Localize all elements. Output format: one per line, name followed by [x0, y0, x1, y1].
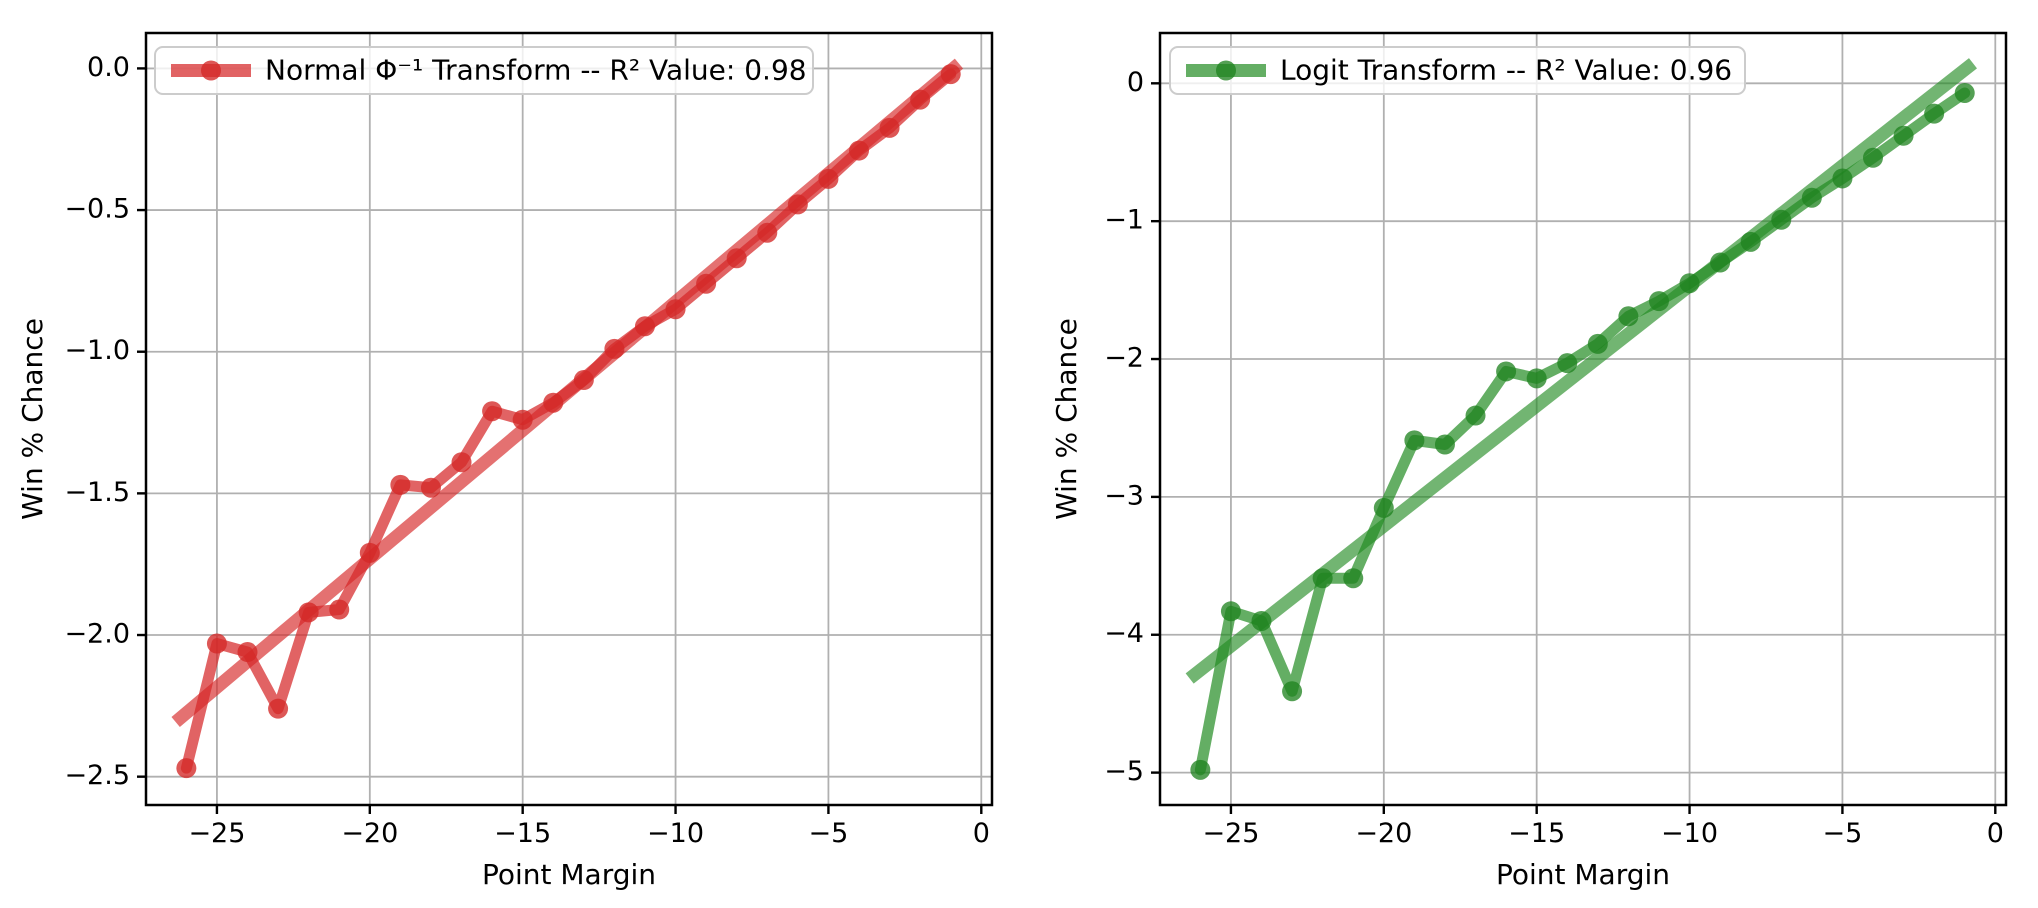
data-point-marker: [543, 392, 564, 413]
data-point-marker: [206, 633, 227, 654]
data-point-marker: [604, 338, 625, 359]
y-tick-label: −2.5: [64, 760, 130, 791]
data-point-marker: [1343, 568, 1364, 589]
plot-border: [1158, 31, 2008, 807]
data-point-marker: [359, 542, 380, 563]
data-point-marker: [573, 370, 594, 391]
data-point-marker: [237, 642, 258, 663]
data-point-marker: [879, 117, 900, 138]
data-point-marker: [420, 477, 441, 498]
data-point-marker: [665, 299, 686, 320]
data-point-marker: [787, 194, 808, 215]
x-tick-label: 0: [1987, 818, 2004, 849]
legend: Logit Transform -- R² Value: 0.96: [1169, 46, 1746, 95]
data-point-marker: [726, 248, 747, 269]
data-point-marker: [1434, 434, 1455, 455]
data-point-marker: [1496, 361, 1517, 382]
data-point-marker: [390, 474, 411, 495]
data-point-marker: [329, 599, 350, 620]
x-tick-label: −15: [1508, 818, 1565, 849]
data-series-line: [1194, 87, 1971, 776]
data-point-marker: [910, 89, 931, 110]
data-point-marker: [1220, 601, 1241, 622]
data-point-marker: [1771, 209, 1792, 230]
data-point-marker: [1618, 306, 1639, 327]
data-point-marker: [1832, 168, 1853, 189]
x-axis-label: Point Margin: [1496, 858, 1670, 891]
y-tick-label: −2: [1104, 343, 1144, 374]
x-axis-label: Point Margin: [482, 858, 656, 891]
data-point-marker: [482, 401, 503, 422]
data-point-marker: [757, 222, 778, 243]
y-tick-label: −4: [1104, 618, 1144, 649]
logit-transform-chart: −25 −20 −15 −10 −5 0 0 −1 −2 −3 −4 −5 Point Margin Wi…: [1050, 31, 2008, 891]
y-axis-label: Win % Chance: [1050, 318, 1083, 520]
data-point-marker: [1740, 231, 1761, 252]
x-tick-label: −20: [341, 818, 398, 849]
y-tick-label: −2.0: [64, 619, 130, 650]
x-tick-label: −10: [647, 818, 704, 849]
legend: Normal Φ⁻¹ Transform -- R² Value: 0.98: [154, 46, 814, 95]
data-point-marker: [1312, 568, 1333, 589]
data-point-marker: [696, 273, 717, 294]
normal-phi-inverse-transform-chart: −25 −20 −15 −10 −5 0 0.0 −0.5 −1.0 −1.5 −2.0 −2.5 Po…: [16, 31, 994, 891]
y-tick-label: −3: [1104, 480, 1144, 511]
x-tick-label: −20: [1355, 818, 1412, 849]
data-point-marker: [1954, 82, 1975, 103]
data-point-marker: [1190, 759, 1211, 780]
data-point-marker: [849, 140, 870, 161]
data-point-marker: [451, 452, 472, 473]
data-point-marker: [1373, 497, 1394, 518]
data-point-marker: [1679, 273, 1700, 294]
data-point-marker: [940, 64, 961, 85]
y-tick-label: 0: [1127, 67, 1144, 98]
data-point-marker: [1924, 103, 1945, 124]
x-tick-label: −10: [1661, 818, 1718, 849]
legend-marker-sample: [201, 60, 221, 81]
data-point-marker: [1557, 353, 1578, 374]
x-tick-label: 0: [973, 818, 990, 849]
data-point-marker: [1587, 333, 1608, 354]
x-tick-label: −25: [188, 818, 245, 849]
data-point-marker: [176, 758, 197, 779]
y-tick-label: −1.0: [64, 335, 130, 366]
data-point-marker: [298, 602, 319, 623]
data-point-marker: [512, 409, 533, 430]
data-point-marker: [1282, 681, 1303, 702]
regression-fit-line: [1185, 58, 1977, 684]
data-point-marker: [1648, 291, 1669, 312]
legend-box: [1169, 46, 1746, 95]
x-tick-label: −5: [1823, 818, 1863, 849]
y-tick-label: −1.5: [64, 477, 130, 508]
legend-box: [154, 46, 814, 95]
data-point-marker: [1251, 610, 1272, 631]
plot-border: [144, 31, 994, 807]
data-point-marker: [1526, 368, 1547, 389]
y-tick-label: −0.5: [64, 194, 130, 225]
y-axis-label: Win % Chance: [16, 318, 49, 520]
legend-marker-sample: [1216, 60, 1236, 81]
data-point-marker: [634, 316, 655, 337]
data-point-marker: [1801, 187, 1822, 208]
legend-label: Logit Transform -- R² Value: 0.96: [1280, 54, 1732, 87]
y-tick-label: −5: [1104, 756, 1144, 787]
data-point-marker: [1465, 405, 1486, 426]
x-tick-label: −15: [494, 818, 551, 849]
x-tick-label: −5: [809, 818, 849, 849]
data-point-marker: [1710, 252, 1731, 273]
y-tick-label: −1: [1104, 205, 1144, 236]
y-tick-label: 0.0: [87, 52, 130, 83]
data-point-marker: [1404, 430, 1425, 451]
data-point-marker: [268, 698, 289, 719]
x-tick-label: −25: [1202, 818, 1259, 849]
data-point-marker: [1893, 125, 1914, 146]
data-point-marker: [818, 168, 839, 189]
data-point-marker: [1863, 147, 1884, 168]
legend-label: Normal Φ⁻¹ Transform -- R² Value: 0.98: [265, 54, 807, 87]
